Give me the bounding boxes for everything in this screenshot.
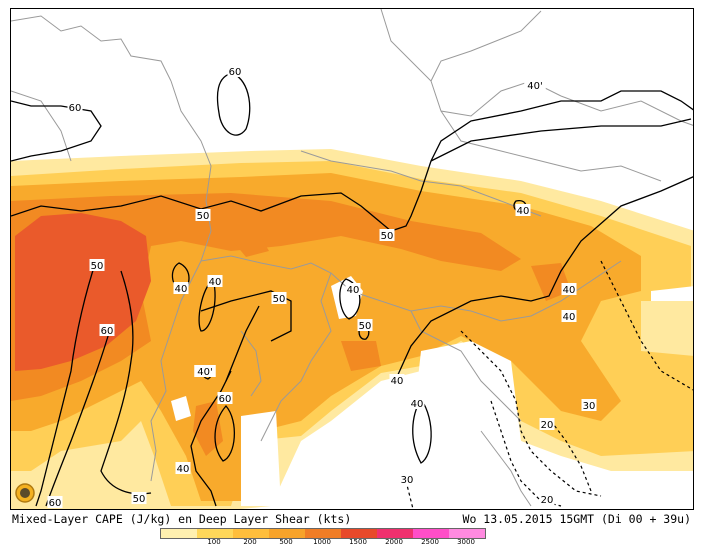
colorbar-label: 500 xyxy=(279,538,293,546)
cape-patch-c xyxy=(341,341,381,371)
contour-label: 20 xyxy=(541,495,554,506)
contour-label: 30 xyxy=(401,475,414,486)
cape-hole-c xyxy=(241,411,281,506)
colorbar-label: 200 xyxy=(243,538,257,546)
contour-label: 40' xyxy=(527,81,542,92)
contour-label: 60 xyxy=(101,326,114,337)
contour-label: 40 xyxy=(391,376,404,387)
cape-hole-b xyxy=(171,396,191,421)
contour-label: 40 xyxy=(209,277,222,288)
contour-labels: 60 60 50 50 50 40 40 40 40 50 50 40 40 60 40 40 40' 60 40 3… xyxy=(47,65,597,509)
colorbar-segment xyxy=(197,529,233,538)
caption-right: Wo 13.05.2015 15GMT (Di 00 + 39u) xyxy=(462,512,691,526)
contour-label: 40 xyxy=(175,284,188,295)
contour-label: 40' xyxy=(197,367,212,378)
colorbar-segment xyxy=(269,529,305,538)
cape-band-1500 xyxy=(15,213,151,371)
colorbar-segment xyxy=(377,529,413,538)
contour-label: 40 xyxy=(563,285,576,296)
colorbar-label: 1500 xyxy=(349,538,367,546)
contour-label: 50 xyxy=(197,211,210,222)
contour-label: 40 xyxy=(517,206,530,217)
contour-label: 40 xyxy=(347,285,360,296)
contour-label: 60 xyxy=(219,394,232,405)
cape-hole-e xyxy=(401,341,611,509)
contour-label: 40 xyxy=(177,464,190,475)
model-logo-icon xyxy=(14,482,36,504)
contour-label: 60 xyxy=(69,103,82,114)
colorbar-segment xyxy=(413,529,449,538)
colorbar-segment xyxy=(233,529,269,538)
colorbar-segment xyxy=(449,529,485,538)
colorbar-label: 1000 xyxy=(313,538,331,546)
contour-label: 20 xyxy=(541,420,554,431)
colorbar xyxy=(160,528,486,539)
cape-shading xyxy=(11,149,693,509)
colorbar-segment xyxy=(305,529,341,538)
colorbar-label: 3000 xyxy=(457,538,475,546)
contour-label: 50 xyxy=(273,294,286,305)
cape-patch-a xyxy=(231,237,269,257)
contour-label: 50 xyxy=(359,321,372,332)
contour-label: 50 xyxy=(91,261,104,272)
contour-label: 30 xyxy=(583,401,596,412)
colorbar-label: 100 xyxy=(207,538,221,546)
contour-label: 50 xyxy=(381,231,394,242)
map-svg: 60 60 50 50 50 40 40 40 40 50 50 40 40 60 40 40 40' 60 40 3… xyxy=(11,9,693,509)
contour-label: 50 xyxy=(133,494,146,505)
contour-label: 60 xyxy=(49,498,62,509)
map-panel: 60 60 50 50 50 40 40 40 40 50 50 40 40 60 40 40 40' 60 40 3… xyxy=(10,8,694,510)
colorbar-segment xyxy=(161,529,197,538)
colorbar-label: 2000 xyxy=(385,538,403,546)
colorbar-label: 2500 xyxy=(421,538,439,546)
colorbar-segment xyxy=(341,529,377,538)
contour-label: 40 xyxy=(563,312,576,323)
contour-label: 60 xyxy=(229,67,242,78)
contour-label: 40 xyxy=(411,399,424,410)
caption-left: Mixed-Layer CAPE (J/kg) en Deep Layer Sh… xyxy=(12,512,352,526)
cape-hole-d xyxy=(651,286,693,301)
colorbar-labels: 100 200 500 1000 1500 2000 2500 3000 xyxy=(160,538,520,548)
shear-contours xyxy=(11,72,693,509)
